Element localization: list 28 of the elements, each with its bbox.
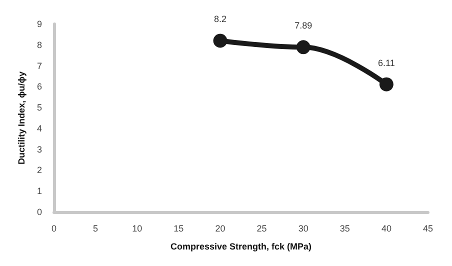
point xyxy=(296,40,310,54)
y-tick-label: 2 xyxy=(36,165,42,176)
point xyxy=(213,34,228,48)
data-label: 8.2 xyxy=(214,14,226,24)
x-tick-label: 10 xyxy=(132,224,142,234)
x-tick-label: 0 xyxy=(51,224,57,234)
data-label: 7.89 xyxy=(294,20,312,31)
y-tick-label: 9 xyxy=(36,19,42,29)
x-tick-label: 30 xyxy=(298,224,308,234)
x-tick-label: 5 xyxy=(93,224,98,234)
y-tick-label: 4 xyxy=(36,123,42,134)
y-tick-label: 1 xyxy=(36,186,42,196)
x-tick-label: 45 xyxy=(422,224,434,234)
y-tick-label: 5 xyxy=(36,102,42,113)
x-tick-label: 35 xyxy=(340,224,350,234)
x-tick-label: 20 xyxy=(215,224,226,234)
y-axis-title: Ductility Index, ϕu/ϕy xyxy=(16,71,27,165)
y-tick-label: 0 xyxy=(36,207,42,217)
point xyxy=(379,77,394,92)
x-tick-label: 15 xyxy=(174,224,184,234)
data-label: 6.11 xyxy=(378,58,395,68)
x-tick-label: 25 xyxy=(256,224,267,234)
x-tick-label: 40 xyxy=(381,224,392,234)
y-tick-label: 3 xyxy=(36,144,42,154)
y-tick-label: 6 xyxy=(36,82,42,92)
x-axis-title: Compressive Strength, fck (MPa) xyxy=(170,242,312,252)
y-tick-label: 8 xyxy=(36,40,42,50)
y-tick-label: 7 xyxy=(36,60,42,71)
